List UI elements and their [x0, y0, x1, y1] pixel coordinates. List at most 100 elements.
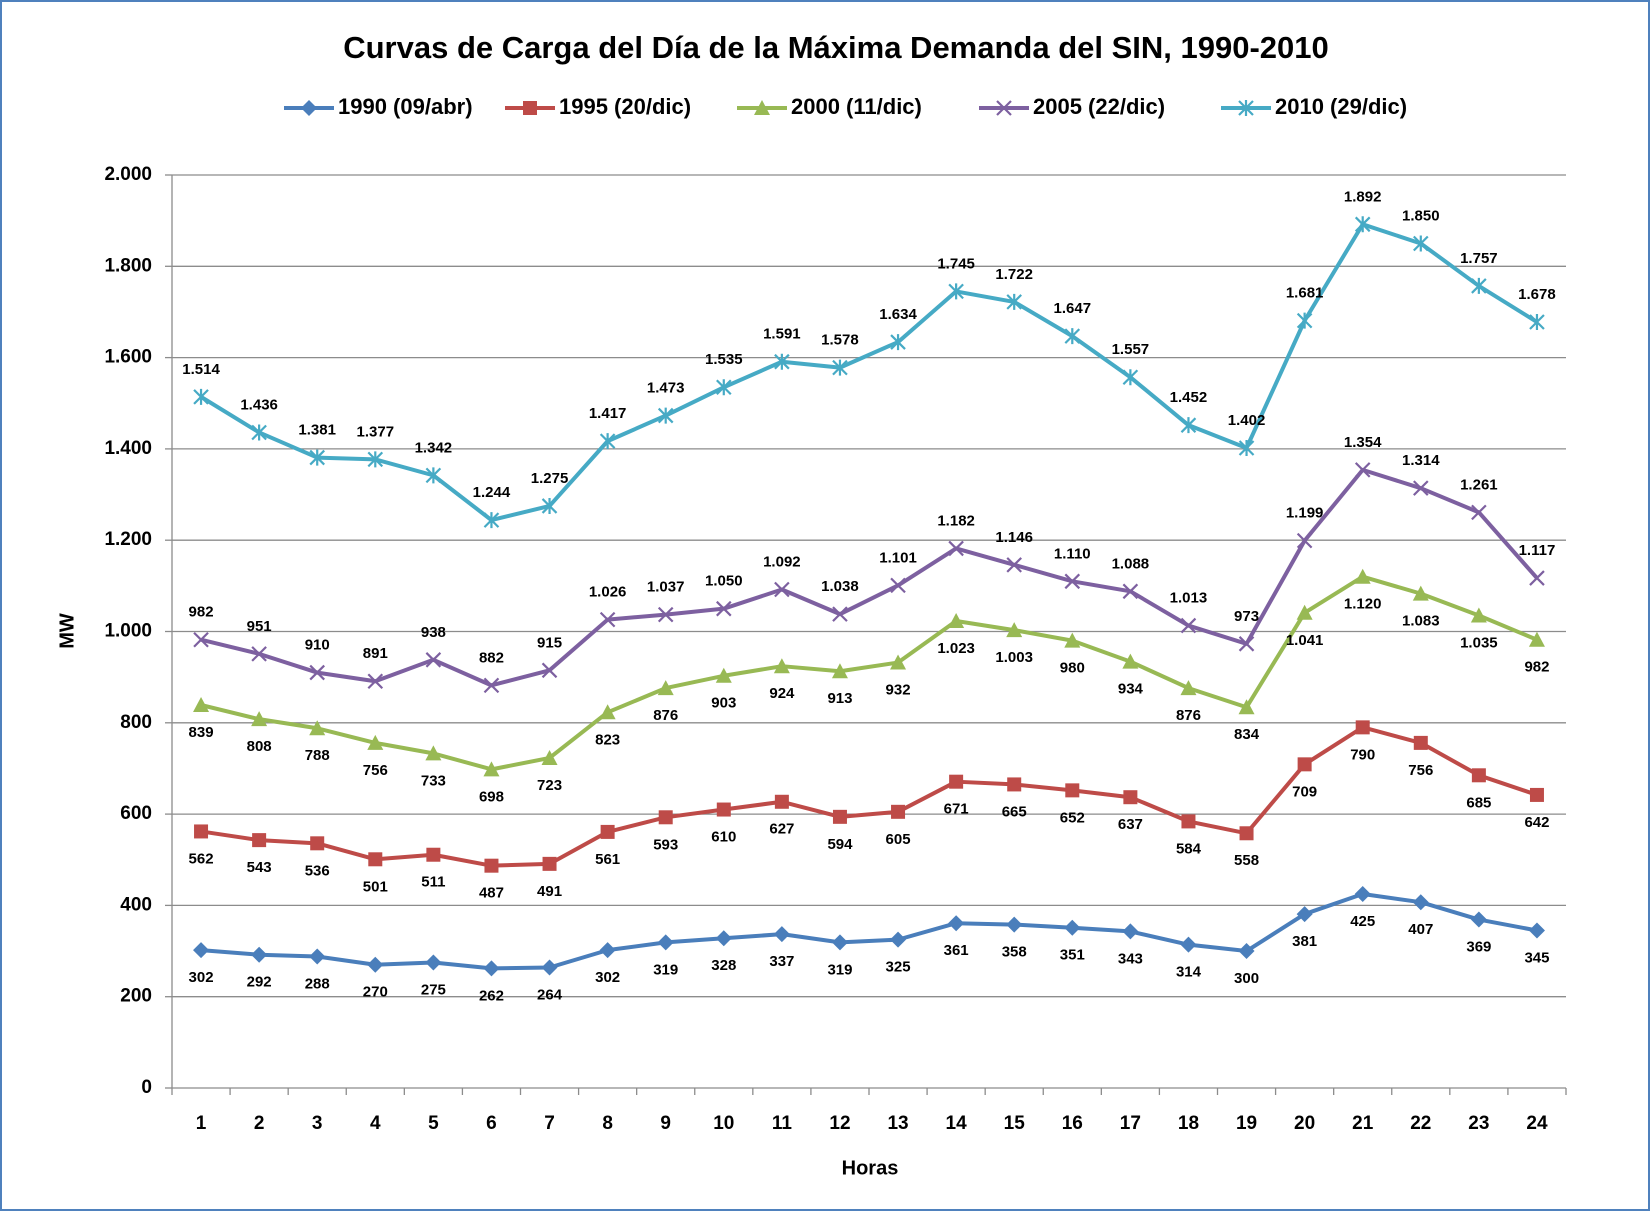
data-label: 910 — [305, 637, 330, 654]
data-label: 1.745 — [937, 255, 975, 272]
x-tick-label: 18 — [1178, 1113, 1199, 1134]
marker — [1180, 617, 1197, 634]
marker — [251, 711, 268, 727]
marker — [1238, 943, 1255, 960]
marker — [1064, 573, 1081, 590]
x-tick-label: 1 — [196, 1113, 207, 1134]
marker — [716, 379, 732, 396]
marker — [483, 512, 500, 529]
data-label: 876 — [653, 707, 678, 724]
marker — [301, 100, 317, 116]
data-label: 593 — [653, 836, 678, 853]
data-label: 536 — [305, 862, 330, 879]
series: 982 951 910 891 938 882 915 1.026 1.037 1.050 1.09… — [189, 434, 1555, 694]
data-label: 1.850 — [1402, 207, 1440, 224]
data-label: 594 — [827, 836, 853, 853]
series-line — [200, 891, 1538, 971]
data-label: 543 — [247, 859, 272, 876]
data-label: 982 — [1524, 659, 1549, 676]
data-label: 756 — [1408, 762, 1433, 779]
marker — [1470, 607, 1487, 623]
data-label: 932 — [886, 682, 911, 699]
marker — [891, 804, 906, 819]
marker — [523, 101, 537, 115]
legend-label: 1995 (20/dic) — [559, 94, 691, 119]
data-label: 562 — [189, 850, 214, 867]
data-label: 1.473 — [647, 380, 685, 397]
data-label: 980 — [1060, 660, 1085, 677]
data-label: 1.275 — [531, 470, 569, 487]
marker — [1122, 369, 1139, 386]
marker — [1354, 462, 1371, 478]
marker — [949, 774, 964, 789]
data-label: 558 — [1234, 852, 1259, 869]
data-label: 1.083 — [1402, 613, 1440, 630]
data-label: 982 — [189, 604, 214, 621]
marker — [890, 654, 907, 670]
data-label: 1.244 — [473, 484, 511, 501]
marker — [1064, 919, 1081, 936]
data-label: 381 — [1292, 933, 1317, 950]
marker — [1528, 922, 1545, 939]
marker — [1413, 480, 1429, 496]
data-label: 302 — [595, 969, 620, 986]
marker — [1122, 583, 1139, 600]
y-tick-label: 1.000 — [104, 621, 152, 642]
data-label: 839 — [189, 724, 214, 741]
data-label: 351 — [1060, 947, 1085, 964]
marker — [1181, 814, 1196, 829]
data-label: 709 — [1292, 783, 1317, 800]
data-label: 1.535 — [705, 351, 743, 368]
data-label: 1.092 — [763, 553, 801, 570]
data-label: 642 — [1524, 814, 1549, 831]
marker — [1064, 328, 1081, 345]
data-label: 788 — [305, 747, 330, 764]
data-label: 1.757 — [1460, 250, 1498, 267]
data-label: 1.417 — [589, 405, 627, 422]
marker — [831, 934, 848, 951]
marker — [193, 631, 209, 648]
marker — [716, 802, 731, 817]
marker — [831, 663, 848, 679]
marker — [996, 100, 1012, 116]
marker — [483, 761, 500, 777]
marker — [1471, 768, 1486, 783]
marker — [948, 283, 964, 300]
marker — [367, 673, 384, 690]
data-label: 314 — [1176, 964, 1202, 981]
data-label: 369 — [1466, 939, 1491, 956]
y-tick-label: 1.600 — [104, 347, 152, 368]
data-label: 425 — [1350, 913, 1375, 930]
data-label: 1.261 — [1460, 476, 1498, 493]
series-line — [200, 467, 1539, 688]
marker — [367, 956, 384, 973]
marker — [1296, 532, 1313, 549]
marker — [1470, 911, 1487, 928]
marker — [541, 749, 558, 765]
legend-label: 2010 (29/dic) — [1275, 94, 1407, 119]
marker — [599, 704, 616, 720]
marker — [425, 954, 442, 971]
marker — [890, 931, 907, 948]
x-tick-label: 4 — [370, 1113, 381, 1134]
data-label: 1.681 — [1286, 285, 1324, 302]
legend-label: 2000 (11/dic) — [791, 94, 922, 119]
x-tick-label: 10 — [713, 1113, 734, 1134]
series: 1.514 1.436 1.381 1.377 1.342 1.244 1.275 1.417… — [182, 188, 1556, 529]
data-label: 665 — [1002, 803, 1027, 820]
marker — [1122, 653, 1139, 669]
data-label: 264 — [537, 986, 563, 1003]
marker — [658, 810, 673, 825]
data-label: 1.514 — [182, 361, 220, 378]
marker — [1065, 783, 1080, 798]
data-label: 1.023 — [937, 640, 975, 657]
series: 839 808 788 756 733 698 723 823 876 903 924 913 932 1… — [189, 568, 1549, 805]
x-axis-label: Horas — [842, 1157, 899, 1179]
marker — [1238, 699, 1255, 715]
marker — [599, 611, 616, 628]
data-label: 790 — [1350, 746, 1375, 763]
marker — [715, 667, 732, 683]
data-label: 808 — [247, 738, 272, 755]
